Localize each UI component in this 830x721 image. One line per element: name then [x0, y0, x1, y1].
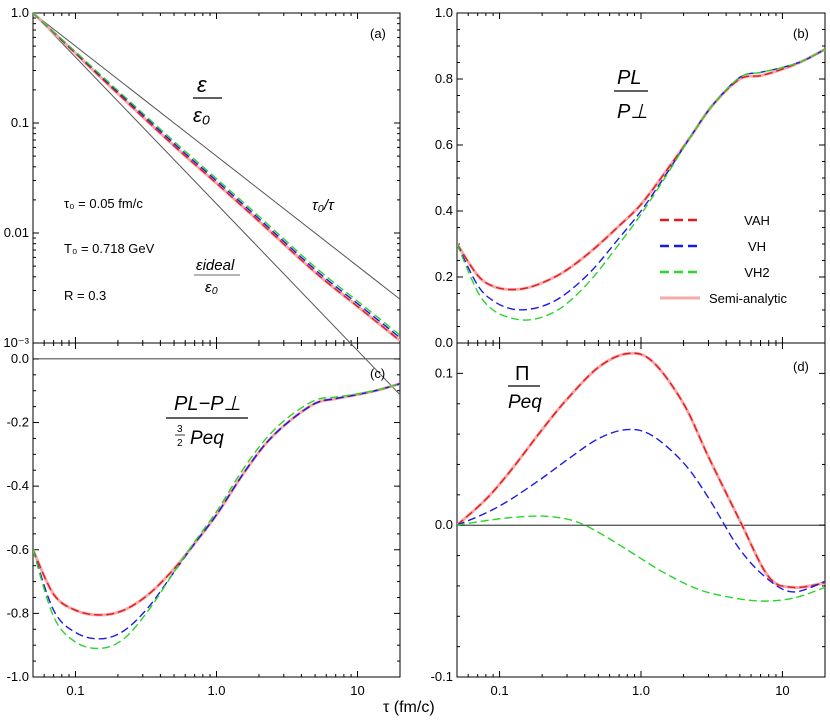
- series-vh2-b: [457, 48, 825, 321]
- y-tick-label: 0.1: [11, 115, 29, 130]
- series-vh2-a: [33, 13, 400, 336]
- y-tick-label: 1.0: [11, 5, 29, 20]
- y-tick-label: 0.2: [435, 269, 453, 284]
- series-vah-b: [457, 48, 825, 291]
- panel-d-num: Π: [515, 363, 529, 385]
- panel-a-label: (a): [370, 26, 386, 41]
- x-tick-label: 0.1: [66, 683, 84, 698]
- y-tick-label: 0.8: [435, 71, 453, 86]
- reference-line: [32, 12, 401, 396]
- series-vh-c: [33, 383, 400, 640]
- y-tick-label: -0.1: [431, 669, 453, 684]
- panel-c-den-frac-den: 2: [177, 438, 183, 449]
- panel-a-num: ε: [197, 72, 207, 97]
- x-tick-label: 1.0: [207, 683, 225, 698]
- panel-c-num: PL−P⊥: [174, 393, 241, 415]
- series-vh-b: [457, 48, 825, 311]
- y-tick-label: 0.01: [4, 225, 29, 240]
- series-vh2-c: [33, 383, 400, 650]
- legend-label: VAH: [744, 213, 770, 228]
- tau0-annotation: τ₀ = 0.05 fm/c: [64, 196, 143, 211]
- panel-d-label: (d): [793, 359, 809, 374]
- y-tick-label: 0.0: [11, 351, 29, 366]
- series-vh2-d: [457, 515, 825, 602]
- x-axis-label: τ (fm/c): [383, 699, 435, 716]
- y-tick-label: 0.6: [435, 137, 453, 152]
- y-tick-label: -0.4: [7, 478, 29, 493]
- y-tick-label: -0.2: [7, 415, 29, 430]
- y-tick-label: 0.0: [435, 517, 453, 532]
- x-tick-label: 10: [350, 683, 364, 698]
- panel-c-den: Peq: [190, 428, 224, 449]
- panel-c-label: (c): [370, 366, 385, 381]
- y-tick-label: 0.1: [435, 365, 453, 380]
- x-tick-label: 0.1: [491, 683, 509, 698]
- reference-line: [32, 12, 401, 300]
- ref-line-2-den: ε₀: [205, 279, 218, 296]
- legend: VAH VH VH2 Semi-analytic: [660, 213, 788, 306]
- series-layer: [32, 12, 825, 650]
- y-tick-label: -0.6: [7, 542, 29, 557]
- y-tick-label: 10⁻³: [3, 335, 29, 350]
- y-tick-label: -0.8: [7, 605, 29, 620]
- panel-a-den: ε₀: [193, 105, 210, 127]
- R-annotation: R = 0.3: [64, 288, 106, 303]
- panel-b-num: PL: [617, 67, 641, 89]
- y-tick-label: -1.0: [7, 669, 29, 684]
- series-vah-a: [33, 13, 400, 342]
- ref-line-1-label: τ₀/τ: [312, 197, 335, 214]
- legend-label: Semi-analytic: [709, 291, 788, 306]
- ref-line-2-num: εideal: [196, 257, 235, 274]
- series-semi-analytic-d: [457, 351, 825, 590]
- y-tick-label: 0.4: [435, 203, 453, 218]
- panel-b-label: (b): [793, 26, 809, 41]
- panel-b-den: P⊥: [617, 101, 648, 123]
- legend-label: VH2: [744, 265, 769, 280]
- legend-label: VH: [748, 239, 766, 254]
- panel-d-den: Peq: [508, 392, 542, 413]
- x-tick-label: 10: [775, 683, 789, 698]
- series-vah-d: [457, 352, 825, 589]
- panel-c-den-frac-num: 3: [177, 424, 183, 435]
- y-tick-label: 0.0: [435, 335, 453, 350]
- T0-annotation: T₀ = 0.718 GeV: [64, 241, 155, 256]
- y-tick-label: 1.0: [435, 5, 453, 20]
- x-tick-label: 1.0: [632, 683, 650, 698]
- series-vh-d: [457, 428, 825, 593]
